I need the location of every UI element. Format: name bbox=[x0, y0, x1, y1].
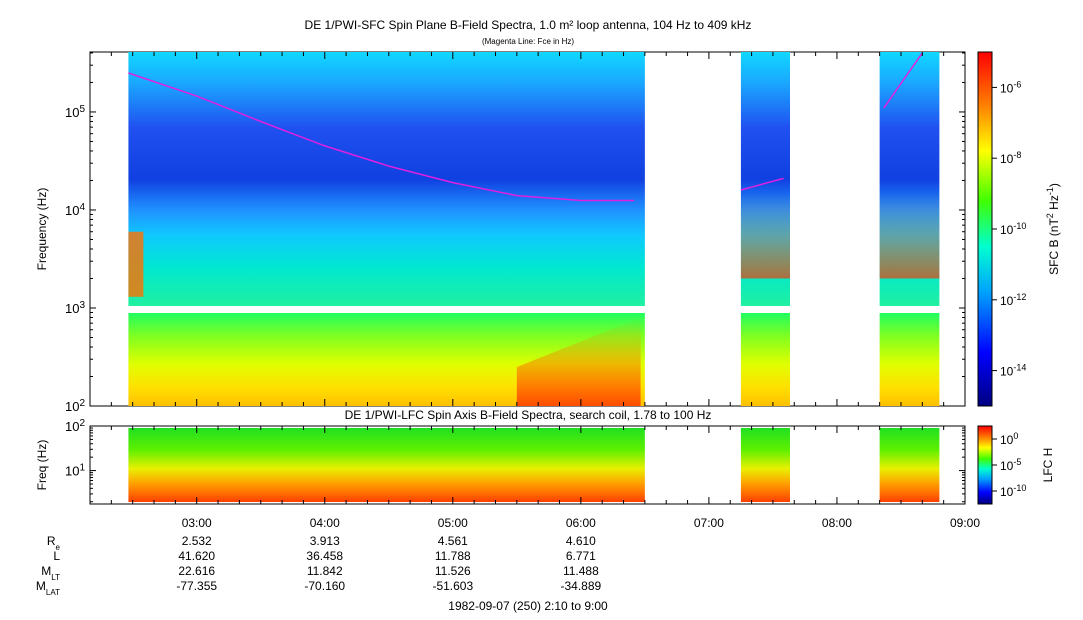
ephemeris-value: 22.616 bbox=[178, 564, 215, 578]
ephemeris-value: -34.889 bbox=[561, 579, 602, 593]
lfc-colorbar: 100 10-5 10-10 LFC H bbox=[977, 425, 1055, 505]
sfc-panel: 102 103 104 105 Frequency (Hz) bbox=[35, 51, 966, 415]
lfc-data-blocks bbox=[128, 428, 940, 502]
ephemeris-value: 11.842 bbox=[307, 564, 343, 578]
sfc-colorbar: 10-6 10-8 10-10 10-12 10-14 SFC B (nT2 Hz-1) bbox=[977, 51, 1061, 407]
lfc-y-tick-label: 101 bbox=[65, 462, 85, 479]
sfc-emission-patch bbox=[516, 317, 641, 406]
time-range-footer: 1982-09-07 (250) 2:10 to 9:00 bbox=[448, 599, 608, 613]
time-tick-label: 03:00 bbox=[182, 516, 212, 530]
ephemeris-value: -77.355 bbox=[176, 579, 217, 593]
sfc-hiss-patch bbox=[740, 192, 790, 279]
lfc-colorbar-label: LFC H bbox=[1041, 448, 1055, 483]
ephemeris-row-label: L bbox=[53, 549, 60, 563]
ephemeris-value: 36.458 bbox=[306, 549, 343, 563]
sfc-y-tick-label: 105 bbox=[65, 103, 85, 120]
sfc-low-band-block bbox=[740, 312, 790, 406]
lfc-x-ticks bbox=[89, 426, 966, 504]
fce-line bbox=[128, 52, 923, 202]
ephemeris-value: 2.532 bbox=[182, 534, 212, 548]
sfc-title: DE 1/PWI-SFC Spin Plane B-Field Spectra,… bbox=[305, 18, 752, 32]
sfc-y-tick-label: 102 bbox=[65, 398, 85, 415]
ephemeris-value: 11.788 bbox=[435, 549, 471, 563]
ephemeris-value: -70.160 bbox=[304, 579, 345, 593]
sfc-high-band-block bbox=[128, 52, 645, 306]
lfc-panel: 101 102 Freq (Hz) bbox=[35, 418, 966, 505]
time-tick-label: 09:00 bbox=[950, 516, 980, 530]
ephemeris-value: 3.913 bbox=[310, 534, 340, 548]
sfc-colorbar-ticks: 10-6 10-8 10-10 10-12 10-14 bbox=[992, 79, 1026, 379]
sfc-data-blocks bbox=[128, 52, 940, 406]
sfc-colorbar-ramp bbox=[977, 51, 993, 407]
ephemeris-value: 41.620 bbox=[178, 549, 215, 563]
lfc-data-block bbox=[128, 428, 645, 502]
lfc-y-label: Freq (Hz) bbox=[35, 440, 49, 491]
lfc-colorbar-tick-label: 10-10 bbox=[1000, 483, 1026, 499]
ephemeris-row-label: MLAT bbox=[36, 579, 60, 597]
lfc-colorbar-tick-label: 100 bbox=[1000, 431, 1018, 447]
ephemeris-value: 6.771 bbox=[566, 549, 596, 563]
lfc-data-block bbox=[879, 428, 940, 502]
lfc-colorbar-tick-label: 10-5 bbox=[1000, 457, 1021, 473]
time-tick-label: 08:00 bbox=[822, 516, 852, 530]
lfc-y-tick-label: 102 bbox=[65, 418, 85, 435]
time-tick-label: 05:00 bbox=[438, 516, 468, 530]
sfc-subtitle: (Magenta Line: Fce in Hz) bbox=[482, 37, 574, 46]
sfc-emission-burst bbox=[128, 231, 144, 297]
ephemeris-value: 4.561 bbox=[438, 534, 468, 548]
ephemeris-value: -51.603 bbox=[432, 579, 473, 593]
lfc-colorbar-ticks: 100 10-5 10-10 bbox=[992, 431, 1026, 499]
sfc-hiss-patch bbox=[879, 192, 940, 279]
sfc-colorbar-tick-label: 10-12 bbox=[1000, 292, 1026, 308]
lfc-data-block bbox=[740, 428, 790, 502]
sfc-colorbar-tick-label: 10-6 bbox=[1000, 79, 1021, 95]
sfc-low-band-block bbox=[879, 312, 940, 406]
time-tick-label: 07:00 bbox=[694, 516, 724, 530]
time-axis-labels: 03:00 04:00 05:00 06:00 07:00 08:00 09:00 bbox=[182, 516, 981, 530]
sfc-y-label: Frequency (Hz) bbox=[35, 188, 49, 271]
sfc-colorbar-tick-label: 10-8 bbox=[1000, 150, 1021, 166]
sfc-colorbar-tick-label: 10-14 bbox=[1000, 363, 1026, 379]
time-tick-label: 06:00 bbox=[566, 516, 596, 530]
sfc-x-ticks bbox=[89, 52, 966, 406]
sfc-y-tick-label: 103 bbox=[65, 299, 85, 316]
ephemeris-value: 11.488 bbox=[563, 564, 599, 578]
ephemeris-value: 4.610 bbox=[566, 534, 596, 548]
time-tick-label: 04:00 bbox=[310, 516, 340, 530]
lfc-colorbar-ramp bbox=[977, 425, 993, 505]
sfc-colorbar-tick-label: 10-10 bbox=[1000, 221, 1026, 237]
ephemeris-value: 11.526 bbox=[435, 564, 471, 578]
sfc-colorbar-label: SFC B (nT2 Hz-1) bbox=[1045, 183, 1061, 275]
sfc-y-tick-label: 104 bbox=[65, 201, 85, 218]
lfc-title: DE 1/PWI-LFC Spin Axis B-Field Spectra, … bbox=[345, 408, 712, 422]
